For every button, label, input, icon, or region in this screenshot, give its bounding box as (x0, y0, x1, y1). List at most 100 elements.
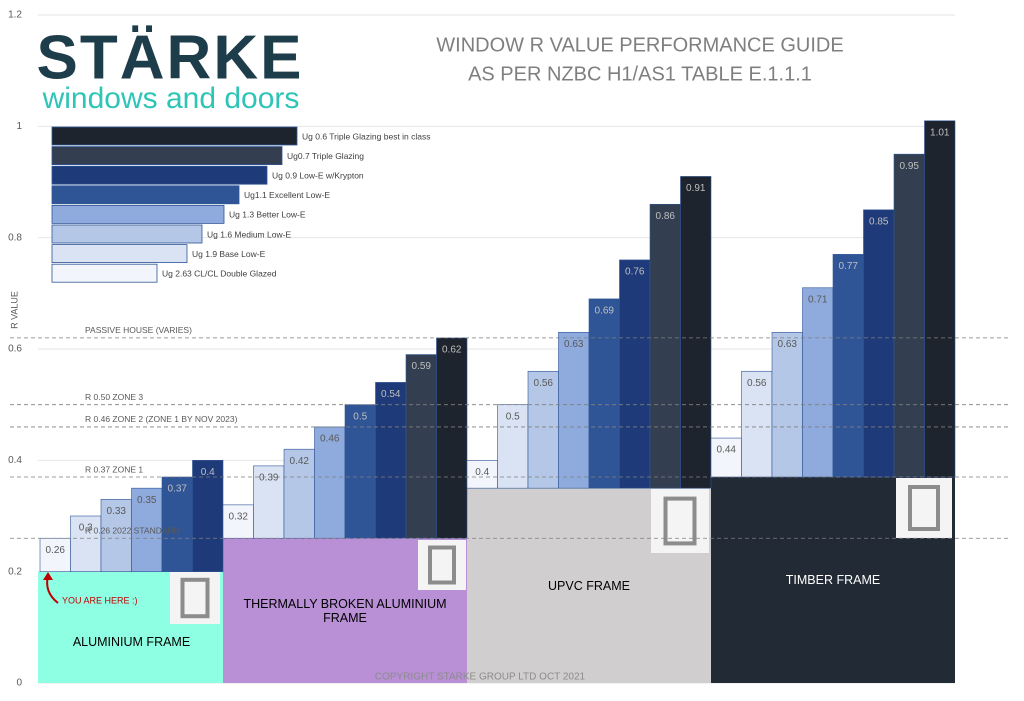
y-tick-label: 0.8 (8, 232, 22, 243)
bar-value-label: 0.76 (625, 267, 645, 278)
bar (70, 515, 102, 572)
legend-label: Ug 1.9 Base Low-E (192, 249, 266, 259)
legend-swatch (51, 244, 188, 264)
logo-brand: STÄRKE (37, 23, 304, 92)
legend-swatch (51, 263, 158, 283)
bar (741, 370, 773, 478)
bar-value-label: 0.33 (107, 506, 127, 517)
product-image-frame (180, 577, 210, 619)
bar (436, 337, 468, 539)
bar-value-label: 0.32 (229, 512, 249, 523)
reference-label: R 0.50 ZONE 3 (85, 392, 143, 402)
legend-label: Ug 1.6 Medium Low-E (207, 229, 291, 239)
bar-value-label: 0.85 (869, 216, 889, 227)
bar-value-label: 0.37 (168, 484, 188, 495)
bar-value-label: 0.39 (259, 473, 279, 484)
frame-label: UPVC FRAME (548, 578, 630, 593)
y-tick-label: 0 (16, 678, 22, 689)
bar-value-label: 0.63 (778, 339, 798, 350)
bar-value-label: 0.4 (201, 467, 215, 478)
chart-subtitle: AS PER NZBC H1/AS1 TABLE E.1.1.1 (468, 63, 812, 85)
frame-label: TIMBER FRAME (785, 573, 881, 587)
y-tick-label: 1 (16, 121, 22, 132)
bar-value-label: 0.44 (717, 445, 737, 456)
reference-label: R 0.46 ZONE 2 (ZONE 1 BY NOV 2023) (85, 414, 238, 424)
chart-title: WINDOW R VALUE PERFORMANCE GUIDE (436, 34, 843, 56)
legend-label: Ug0.7 Triple Glazing (287, 151, 364, 161)
bar-value-label: 0.69 (595, 306, 615, 317)
bar (192, 460, 224, 572)
bar-value-label: 0.54 (381, 389, 401, 400)
bar (558, 331, 590, 489)
bar-value-label: 0.35 (137, 495, 157, 506)
annotation: YOU ARE HERE :) (62, 595, 138, 605)
bar-value-label: 0.63 (564, 339, 584, 350)
frame-label-box: TIMBER FRAME (785, 573, 881, 587)
annotation-arrowhead (43, 572, 53, 580)
bar-value-label: 0.3 (79, 523, 93, 534)
bar (802, 287, 834, 478)
bar (832, 254, 864, 478)
legend-label: Ug 2.63 CL/CL Double Glazed (162, 268, 277, 278)
bar-value-label: 0.59 (412, 361, 432, 372)
bar (710, 437, 742, 478)
bar (283, 448, 315, 539)
y-tick-label: 0.2 (8, 566, 22, 577)
bar (863, 209, 895, 478)
bar-value-label: 0.86 (656, 211, 676, 222)
bar-value-label: 0.71 (808, 294, 828, 305)
legend-swatch (51, 165, 268, 185)
bar (649, 203, 681, 489)
bar (680, 176, 712, 489)
bar-value-label: 0.5 (506, 411, 520, 422)
frame-label-box: UPVC FRAME (548, 578, 630, 593)
bar (344, 404, 376, 539)
bar-value-label: 0.56 (534, 378, 554, 389)
legend-swatch (51, 146, 283, 166)
bar-value-label: 0.91 (686, 183, 706, 194)
bar (161, 476, 193, 572)
y-axis-label: R VALUE (9, 291, 19, 329)
frame-label-box: THERMALLY BROKEN ALUMINIUM FRAME (243, 596, 447, 625)
bar (497, 404, 529, 489)
bar-value-label: 1.01 (930, 127, 950, 138)
bar (405, 354, 437, 539)
bar-value-label: 0.56 (747, 378, 767, 389)
bar (527, 370, 559, 489)
reference-label: R 0.26 2022 STANDARD (85, 526, 180, 536)
frame-label: THERMALLY BROKEN ALUMINIUM FRAME (243, 596, 447, 625)
bar (314, 426, 346, 539)
bar-value-label: 0.4 (475, 467, 489, 478)
bar-value-label: 0.46 (320, 434, 340, 445)
bar-value-label: 0.42 (290, 456, 310, 467)
product-image-frame (663, 496, 697, 546)
reference-label: R 0.37 ZONE 1 (85, 464, 143, 474)
logo-tagline: windows and doors (42, 82, 300, 115)
bar-value-label: 0.5 (353, 411, 367, 422)
legend-label: Ug 0.6 Triple Glazing best in class (302, 131, 431, 141)
bar (222, 504, 254, 539)
bar-value-label: 0.95 (900, 161, 920, 172)
product-image-frame (428, 545, 456, 585)
y-tick-label: 0.6 (8, 344, 22, 355)
bar-value-label: 0.77 (839, 261, 859, 272)
legend-swatch (51, 185, 240, 205)
bar (375, 382, 407, 539)
bar (466, 460, 498, 489)
frame-label: ALUMINIUM FRAME (72, 635, 191, 650)
bar (588, 298, 620, 489)
bar-value-label: 0.26 (46, 545, 66, 556)
frame-label-box: ALUMINIUM FRAME (72, 635, 191, 650)
y-tick-label: 1.2 (8, 10, 22, 21)
bar (893, 153, 925, 478)
copyright: COPYRIGHT STARKE GROUP LTD OCT 2021 (375, 672, 586, 683)
bar (924, 120, 956, 478)
y-tick-label: 0.4 (8, 455, 22, 466)
legend-swatch (51, 224, 203, 244)
reference-label: PASSIVE HOUSE (VARIES) (85, 325, 192, 335)
legend-swatch (51, 126, 298, 146)
product-image-frame (908, 485, 940, 531)
bar (39, 537, 71, 572)
legend-swatch (51, 204, 225, 224)
